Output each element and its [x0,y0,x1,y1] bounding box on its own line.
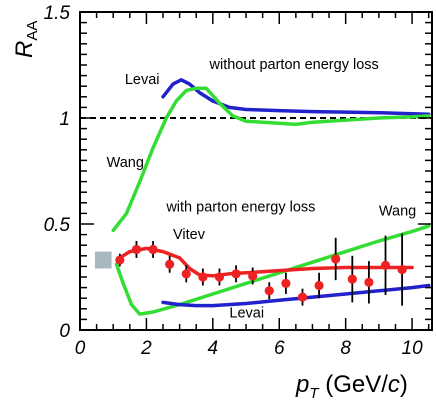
annotation-1: without parton energy loss [209,57,379,73]
annotation-6: Wang [379,204,416,220]
x-tick-label-8: 8 [340,338,351,359]
data-point-2 [131,244,142,255]
x-axis-unit-post: ) [400,371,408,398]
y-tick-label-1: 1 [59,109,70,130]
theory-curves [111,78,431,316]
data-point-11 [281,278,291,288]
data-point-4 [165,259,175,269]
x-axis-unit-pre: (GeV/ [319,371,389,398]
measured-data [94,233,407,306]
annotations: without parton energy loss with parton en… [107,57,417,321]
y-axis-subscript: AA [24,21,41,41]
data-point-12 [297,292,308,302]
data-point-17 [380,260,391,270]
y-tick-label-0.5: 0.5 [44,215,71,236]
data-point-8 [231,269,241,279]
data-point-10 [264,286,274,296]
data-point-9 [248,271,258,281]
axes: 0 2 4 6 8 10 0 0.5 1 1.5 [44,3,433,359]
annotation-5: Vitev [173,227,206,243]
x-tick-label-4: 4 [208,338,219,359]
x-tick-label-10: 10 [402,338,424,359]
data-point-13 [314,280,324,291]
annotation-3: Levai [125,72,160,88]
x-axis-symbol: p [295,371,309,398]
data-point-18 [397,264,407,275]
x-tick-label-6: 6 [274,338,285,359]
x-axis-unit-italic: c [388,371,400,398]
data-point-7 [214,272,225,282]
y-tick-label-0: 0 [59,321,70,342]
x-axis-subscript: T [309,385,320,402]
theory-curve-3 [114,224,431,316]
y-tick-label-1.5: 1.5 [44,3,71,24]
data-point-15 [347,274,357,284]
annotation-2: with parton energy loss [165,199,315,215]
data-point-1 [115,255,125,265]
x-tick-label-0: 0 [75,338,86,359]
theory-curve-5 [161,283,431,308]
data-point-5 [181,269,191,279]
theory-curve-1 [161,78,431,116]
x-axis-title: pT (GeV/c) [295,371,408,402]
data-point-16 [364,277,374,287]
annotation-7: Levai [229,305,264,321]
x-tick-label-2: 2 [140,338,152,359]
data-point-14 [331,254,341,264]
annotation-4: Wang [107,155,144,171]
theory-curve-2 [111,86,431,233]
systematic-box [94,251,112,269]
data-point-6 [198,272,208,282]
y-axis-title: RAA [11,21,41,58]
data-point-3 [148,244,158,255]
y-axis-symbol: R [11,41,38,58]
